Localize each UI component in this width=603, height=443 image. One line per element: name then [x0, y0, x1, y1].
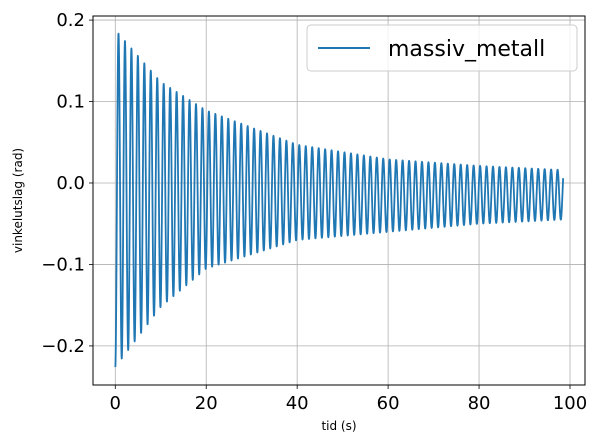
x-tick-label: 80 [468, 393, 491, 414]
legend-label: massiv_metall [388, 37, 545, 62]
legend-box [306, 24, 578, 72]
ticks: 0 20 40 60 80 100 −0.2 −0.1 0.0 0.1 0.2 [41, 10, 587, 414]
x-tick-label: 100 [553, 393, 587, 414]
y-tick-label: −0.2 [41, 336, 85, 357]
y-tick-label: −0.1 [41, 254, 85, 275]
plot-frame [92, 15, 586, 386]
x-tick-label: 20 [195, 393, 218, 414]
x-axis-label: tid (s) [321, 419, 356, 433]
y-tick-label: 0.1 [56, 92, 85, 113]
x-tick-label: 0 [110, 393, 121, 414]
y-tick-label: 0.2 [56, 10, 85, 31]
x-tick-label: 40 [286, 393, 309, 414]
legend: massiv_metall [306, 24, 578, 72]
series-layer [114, 32, 565, 368]
y-axis-label: vinkelutslag (rad) [11, 148, 25, 253]
y-tick-label: 0.0 [56, 173, 85, 194]
series-line-massiv_metall [114, 32, 565, 368]
x-tick-label: 60 [377, 393, 400, 414]
